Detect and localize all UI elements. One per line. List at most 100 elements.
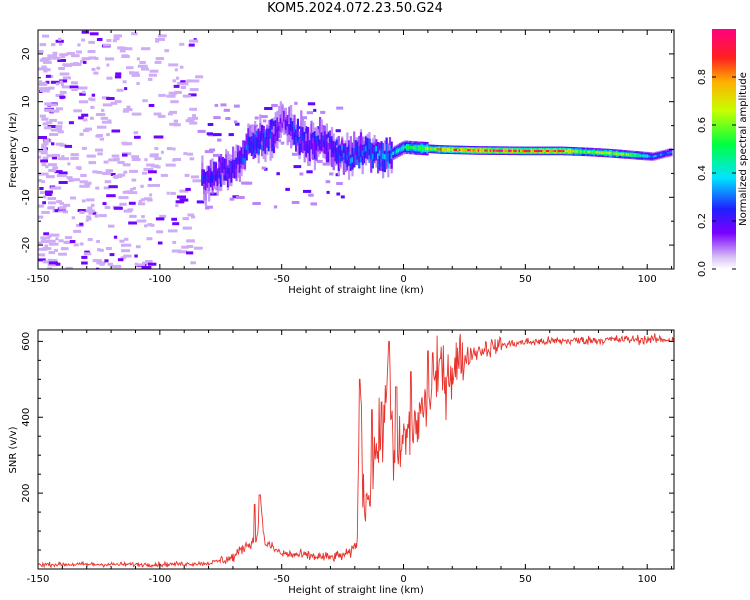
noise-speckle: [176, 195, 186, 199]
echo-cell: [283, 116, 286, 123]
noise-speckle: [47, 86, 55, 90]
echo-cell: [585, 150, 588, 153]
echo-cell: [235, 158, 238, 169]
noise-speckle: [183, 152, 188, 156]
echo-cell: [354, 155, 357, 161]
noise-speckle: [78, 100, 89, 104]
noise-speckle: [86, 198, 95, 202]
echo-cell: [254, 134, 257, 146]
echo-cell: [528, 149, 531, 153]
echo-cell: [489, 149, 492, 152]
noise-speckle: [39, 80, 43, 84]
echo-cell: [542, 149, 545, 153]
echo-cell: [267, 145, 270, 152]
noise-speckle: [96, 267, 100, 269]
echo-cell: [421, 146, 424, 150]
noise-speckle: [132, 186, 136, 190]
colorbar-tick-label: 0.8: [697, 69, 708, 85]
noise-speckle: [79, 210, 85, 214]
echo-cell: [395, 149, 398, 154]
noise-speckle: [320, 110, 326, 114]
echo-cell: [220, 174, 223, 180]
noise-speckle: [96, 38, 103, 41]
echo-cell: [438, 148, 441, 151]
noise-speckle: [123, 209, 132, 213]
echo-cell: [453, 148, 456, 151]
echo-cell: [315, 144, 318, 161]
noise-speckle: [46, 74, 51, 78]
echo-cell: [288, 124, 291, 130]
noise-speckle: [103, 160, 109, 164]
noise-speckle: [41, 65, 47, 69]
noise-speckle: [113, 34, 122, 38]
echo-cell: [533, 149, 537, 153]
echo-cell: [259, 144, 262, 150]
noise-speckle: [154, 60, 162, 64]
noise-speckle: [131, 32, 138, 36]
noise-speckle: [138, 202, 146, 206]
noise-speckle: [112, 39, 117, 43]
echo-cell: [334, 145, 337, 162]
noise-speckle: [232, 195, 239, 199]
echo-cell: [300, 126, 303, 138]
echo-cell: [342, 153, 345, 175]
echo-cell: [487, 149, 490, 152]
spectrogram-ytick-label: -10: [21, 189, 32, 205]
noise-speckle: [61, 247, 66, 251]
noise-speckle: [56, 200, 62, 204]
noise-speckle: [43, 139, 50, 143]
echo-cell: [232, 147, 235, 169]
echo-cell: [446, 148, 450, 151]
echo-cell: [627, 153, 630, 156]
noise-speckle: [38, 204, 44, 208]
echo-cell: [221, 163, 224, 185]
noise-speckle: [82, 118, 88, 122]
noise-speckle: [47, 163, 57, 167]
noise-speckle: [102, 172, 112, 175]
noise-speckle: [157, 34, 167, 38]
echo-cell: [276, 127, 279, 133]
noise-speckle: [121, 249, 131, 253]
noise-speckle: [66, 52, 75, 56]
echo-cell: [426, 147, 429, 151]
noise-speckle: [77, 86, 88, 90]
noise-speckle: [60, 55, 66, 59]
noise-speckle: [234, 104, 240, 108]
echo-cell: [496, 149, 499, 152]
echo-cell: [344, 145, 347, 151]
echo-cell: [327, 142, 330, 159]
noise-speckle: [64, 63, 72, 67]
echo-cell: [250, 141, 253, 148]
echo-cell: [540, 149, 543, 153]
noise-speckle: [143, 167, 154, 171]
noise-speckle: [106, 39, 112, 42]
noise-speckle: [124, 87, 128, 91]
echo-cell: [235, 157, 238, 164]
noise-speckle: [42, 239, 49, 243]
echo-cell: [269, 133, 272, 139]
noise-speckle: [228, 133, 234, 137]
noise-speckle: [38, 67, 48, 71]
noise-speckle: [57, 157, 65, 161]
noise-speckle: [182, 217, 189, 221]
noise-speckle: [58, 239, 64, 243]
echo-cell: [274, 125, 277, 136]
noise-speckle: [164, 49, 170, 53]
noise-speckle: [131, 158, 141, 161]
echo-cell: [276, 117, 279, 134]
spectrogram-xtick-label: -150: [27, 274, 50, 285]
echo-cell: [568, 150, 571, 153]
noise-speckle: [115, 72, 122, 76]
echo-cell: [336, 151, 339, 163]
echo-cell: [629, 153, 632, 156]
echo-cell: [230, 162, 233, 168]
noise-speckle: [175, 200, 185, 204]
echo-cell: [252, 142, 255, 154]
echo-cell: [257, 128, 260, 145]
echo-cell: [385, 155, 388, 162]
echo-cell: [342, 153, 345, 159]
echo-cell: [261, 145, 264, 151]
echo-cell: [266, 134, 269, 140]
echo-cell: [359, 151, 363, 163]
echo-cell: [382, 155, 385, 172]
